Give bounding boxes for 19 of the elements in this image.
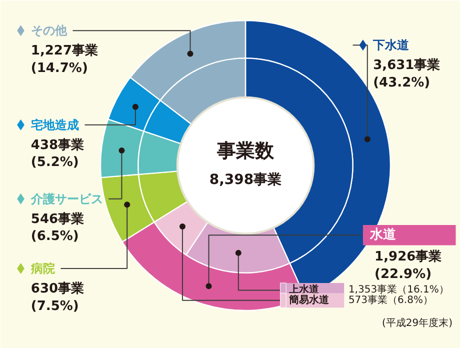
data-label: 3,631事業 (43.2%) <box>373 58 440 90</box>
data-label: 1,926事業 (22.9%) <box>374 250 442 282</box>
legend-label: その他 <box>30 24 68 38</box>
data-label: 546事業 (6.5%) <box>30 212 84 244</box>
text: 8,398事業 <box>209 172 282 188</box>
data-label: 438事業 (5.2%) <box>30 138 84 170</box>
data-label: 1,227事業 (14.7%) <box>30 44 98 76</box>
data-label: 573事業（6.8%） <box>348 294 433 306</box>
legend-label: 下水道 <box>372 38 410 52</box>
data-label: 1,353事業（16.1%） <box>348 284 449 296</box>
legend-label: 簡易水道 <box>288 294 330 306</box>
legend-label: 介護サービス <box>30 192 103 206</box>
slice-label: 水道 <box>369 228 398 243</box>
legend-label: 上水道 <box>288 284 320 296</box>
text: 事業数 <box>216 140 275 162</box>
legend-label: 病院 <box>30 261 55 276</box>
text: (平成29年度末) <box>382 317 453 330</box>
data-label: 630事業 (7.5%) <box>30 282 84 314</box>
legend-label: 宅地造成 <box>30 118 79 132</box>
